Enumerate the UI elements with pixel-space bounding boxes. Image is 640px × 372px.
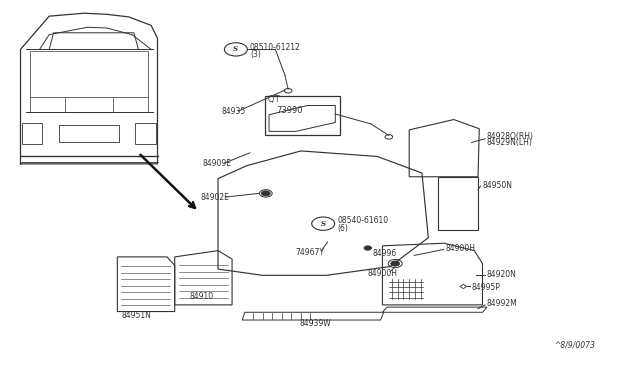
Bar [135,123,156,144]
Text: 84950N: 84950N [483,182,513,190]
Text: 84995P: 84995P [472,283,500,292]
Bar [59,125,119,142]
Text: 84909E: 84909E [202,159,231,169]
Text: 84929N(LH): 84929N(LH) [487,138,533,147]
Text: 74967Y: 74967Y [296,248,324,257]
Circle shape [391,261,399,266]
Text: S: S [234,45,238,54]
Text: 84920N: 84920N [487,270,517,279]
Text: ^8/9/0073: ^8/9/0073 [554,341,595,350]
Text: 84928Q(RH): 84928Q(RH) [487,132,534,141]
Bar [264,96,340,135]
Text: 84951N: 84951N [121,311,151,320]
Text: 73990: 73990 [276,106,303,115]
Circle shape [261,191,270,196]
Text: 84900H: 84900H [368,269,398,278]
Text: 84939W: 84939W [300,319,332,328]
Text: (6): (6) [337,224,348,232]
Text: 84900H: 84900H [445,244,476,253]
Text: 84910: 84910 [189,292,214,301]
Text: 84902E: 84902E [200,193,229,202]
Text: 84992M: 84992M [487,299,518,308]
Bar [22,123,42,144]
Text: 08540-61610: 08540-61610 [337,216,388,225]
Text: 84996: 84996 [372,249,397,258]
Text: C/T: C/T [268,95,280,104]
Circle shape [364,246,372,250]
Text: 08510-61212: 08510-61212 [250,43,301,52]
Text: 84935: 84935 [221,106,246,116]
Text: (3): (3) [250,50,260,59]
Text: S: S [321,219,326,228]
